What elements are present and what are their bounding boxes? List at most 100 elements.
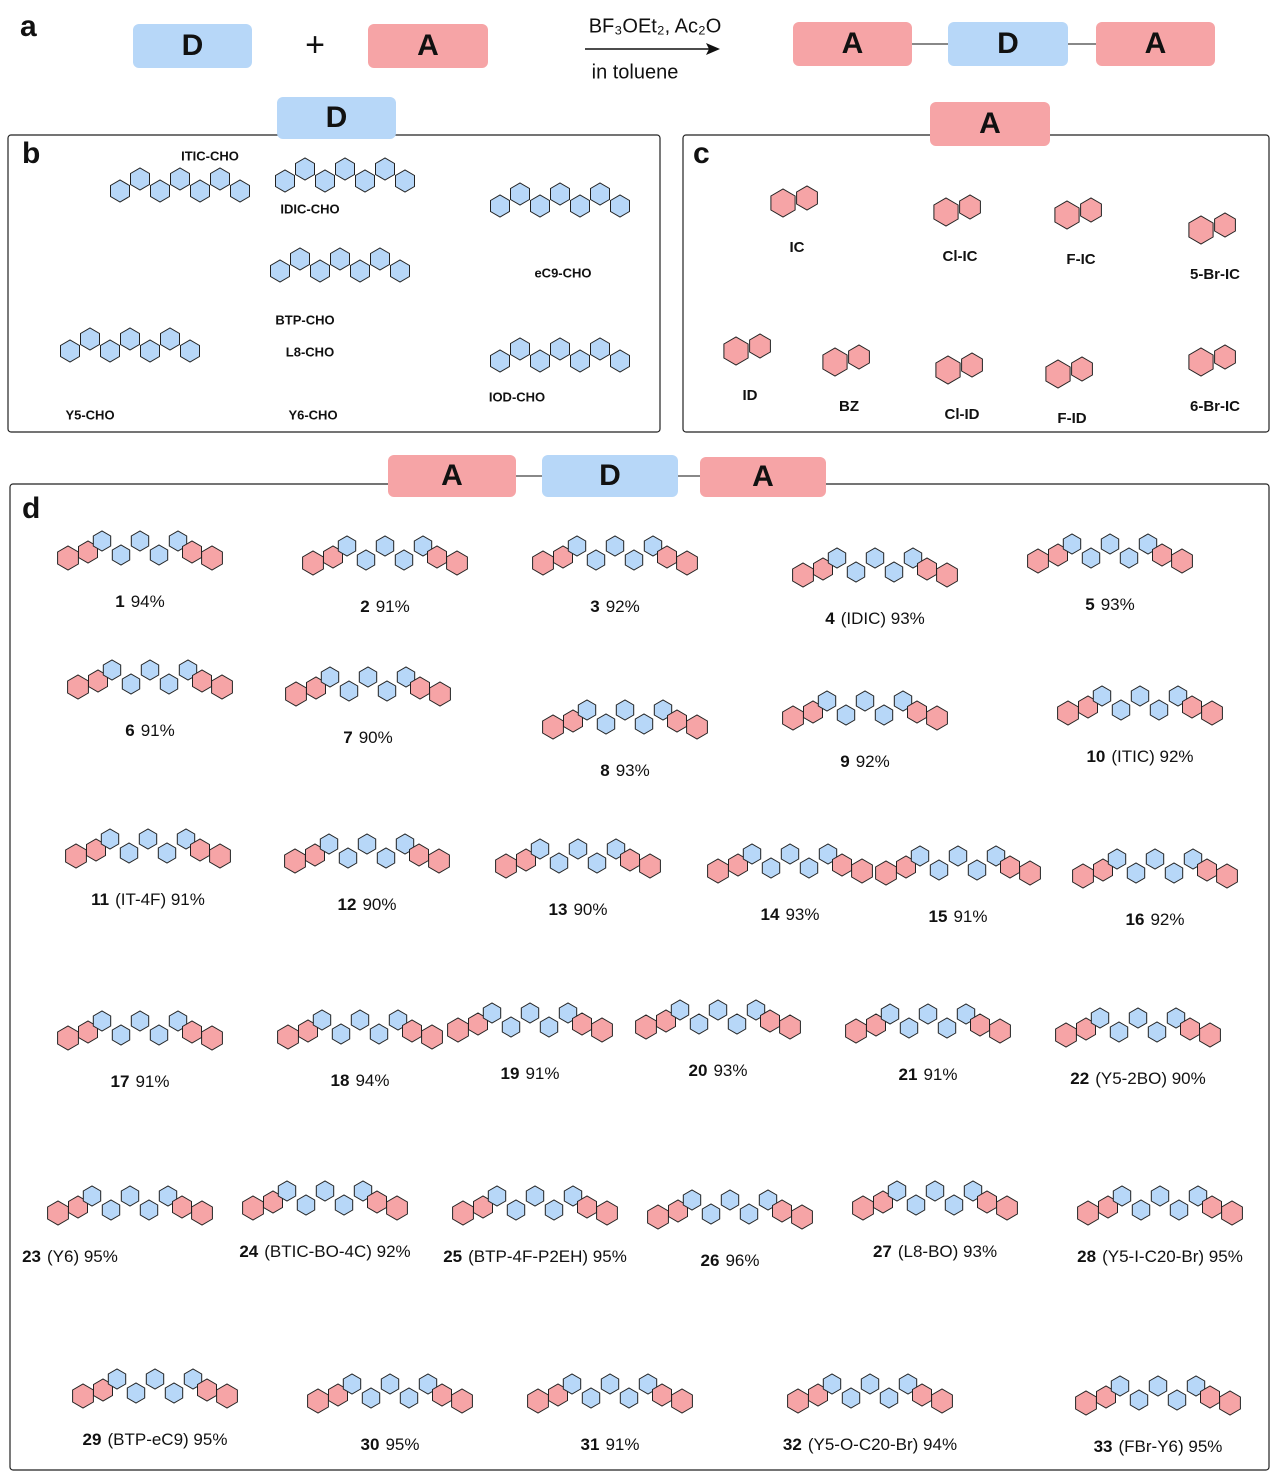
ring [452, 1389, 473, 1413]
ring [429, 849, 450, 873]
ring [846, 1019, 867, 1043]
compound-number: 18 [331, 1071, 350, 1090]
ring [285, 849, 306, 873]
compound-number: 7 [343, 728, 352, 747]
ring [563, 1374, 580, 1394]
ring [193, 670, 212, 692]
ring [1046, 360, 1070, 388]
ring [396, 170, 415, 192]
molecule-name: IOD-CHO [489, 389, 545, 404]
conditions: BF₃OEt₂, Ac₂O [589, 15, 722, 37]
compound-label: 1692% [1126, 910, 1185, 929]
compound-note: 94% [131, 592, 165, 611]
compound-note: 93% [785, 905, 819, 924]
compound-note: 92% [1150, 910, 1184, 929]
compound-label: 22(Y5-2BO) 90% [1070, 1069, 1205, 1088]
compound-note: (Y5-I-C20-Br) 95% [1102, 1247, 1243, 1266]
ring [376, 536, 393, 556]
box-label: D [997, 27, 1019, 60]
ring [1082, 548, 1099, 568]
ring [276, 170, 295, 192]
ring [336, 158, 355, 180]
ring [918, 558, 937, 580]
ring [111, 180, 130, 202]
compound-label: 3095% [361, 1435, 420, 1454]
ring [526, 1186, 543, 1206]
ring [58, 1026, 79, 1050]
ring [708, 859, 729, 883]
compound-number: 25 [443, 1247, 462, 1266]
ring [1215, 213, 1236, 237]
ring [1132, 1200, 1149, 1220]
ring [551, 338, 570, 360]
solvent: in toluene [592, 61, 679, 83]
ring [531, 839, 548, 859]
compound-note: 92% [856, 752, 890, 771]
ring [120, 843, 137, 863]
ring [597, 1201, 618, 1225]
compound-note: (ITIC) 92% [1111, 747, 1193, 766]
ring [316, 170, 335, 192]
ring [131, 168, 150, 190]
ring [377, 848, 394, 868]
ring [146, 1369, 163, 1389]
ring [502, 1017, 519, 1037]
compound-note: 93% [616, 761, 650, 780]
ring [1093, 686, 1110, 706]
compound-number: 23 [22, 1247, 41, 1266]
ring [183, 541, 202, 563]
ring [332, 1024, 349, 1044]
compound-label: 1991% [501, 1064, 560, 1083]
box-label: D [599, 459, 621, 492]
ring [370, 1024, 387, 1044]
ring [296, 158, 315, 180]
molecule-name: F-ID [1057, 410, 1086, 427]
ring [410, 844, 429, 866]
ring [823, 348, 847, 376]
ring [540, 1017, 557, 1037]
ring [165, 1383, 182, 1403]
ring [1078, 1201, 1099, 1225]
ring [311, 260, 330, 282]
ring [66, 844, 87, 868]
ring [823, 1374, 840, 1394]
ring [833, 854, 852, 876]
ring [351, 260, 370, 282]
compound-label: 2696% [701, 1251, 760, 1270]
ring [578, 700, 595, 720]
ring [286, 682, 307, 706]
molecule-name: Cl-IC [943, 248, 978, 265]
molecule-name: 6-Br-IC [1190, 398, 1240, 415]
ring [331, 248, 350, 270]
compound-note: 91% [376, 597, 410, 616]
box-label: A [842, 27, 864, 60]
ring [856, 691, 873, 711]
panel-label: b [22, 137, 40, 170]
ring [150, 545, 167, 565]
ring [1215, 345, 1236, 369]
ring [150, 1025, 167, 1045]
ring [900, 1018, 917, 1038]
compound-label: 790% [343, 728, 393, 747]
ring [926, 1181, 943, 1201]
ring [381, 1374, 398, 1394]
ring [343, 1374, 360, 1394]
molecule-name: Y5-CHO [65, 407, 114, 422]
compound-number: 4 [825, 609, 835, 628]
ring [400, 1388, 417, 1408]
ring [709, 1000, 726, 1020]
ring [121, 1186, 138, 1206]
ring [58, 546, 79, 570]
ring [621, 849, 640, 871]
molecule-name: 5-Br-IC [1190, 266, 1240, 283]
ring [433, 1384, 452, 1406]
ring [351, 1010, 368, 1030]
box-label: D [326, 101, 348, 134]
ring [880, 1388, 897, 1408]
ring [511, 183, 530, 205]
compound-note: (Y5-O-C20-Br) 94% [808, 1435, 957, 1454]
compound-note: (FBr-Y6) 95% [1119, 1437, 1223, 1456]
compound-label: 33(FBr-Y6) 95% [1094, 1437, 1223, 1456]
ring [668, 710, 687, 732]
ring [971, 1014, 990, 1036]
